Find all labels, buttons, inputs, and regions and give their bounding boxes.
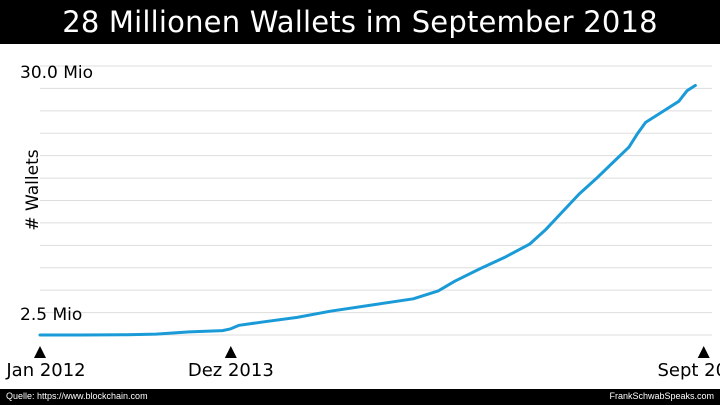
x-marker-triangle — [224, 346, 237, 358]
x-label-jan-2012: Jan 2012 — [6, 360, 86, 381]
y-tick-label-2-5: 2.5 Mio — [20, 305, 83, 326]
x-axis-markers — [34, 346, 710, 358]
chart-title: 28 Millionen Wallets im September 2018 — [0, 0, 720, 44]
y-tick-label-30: 30.0 Mio — [20, 62, 94, 83]
x-label-dez-2013: Dez 2013 — [187, 360, 274, 381]
line-chart — [34, 65, 712, 358]
x-label-sept-2018: Sept 2018 — [657, 360, 720, 381]
gridlines — [40, 65, 712, 336]
source-credit: Quelle: https://www.blockchain.com — [6, 391, 148, 401]
y-axis-title: # Wallets — [23, 149, 43, 231]
x-marker-triangle — [697, 346, 710, 358]
wallets-line — [38, 83, 697, 337]
footer-bar: Quelle: https://www.blockchain.com Frank… — [0, 389, 720, 405]
x-marker-triangle — [34, 346, 46, 358]
brand-credit: FrankSchwabSpeaks.com — [609, 391, 714, 401]
